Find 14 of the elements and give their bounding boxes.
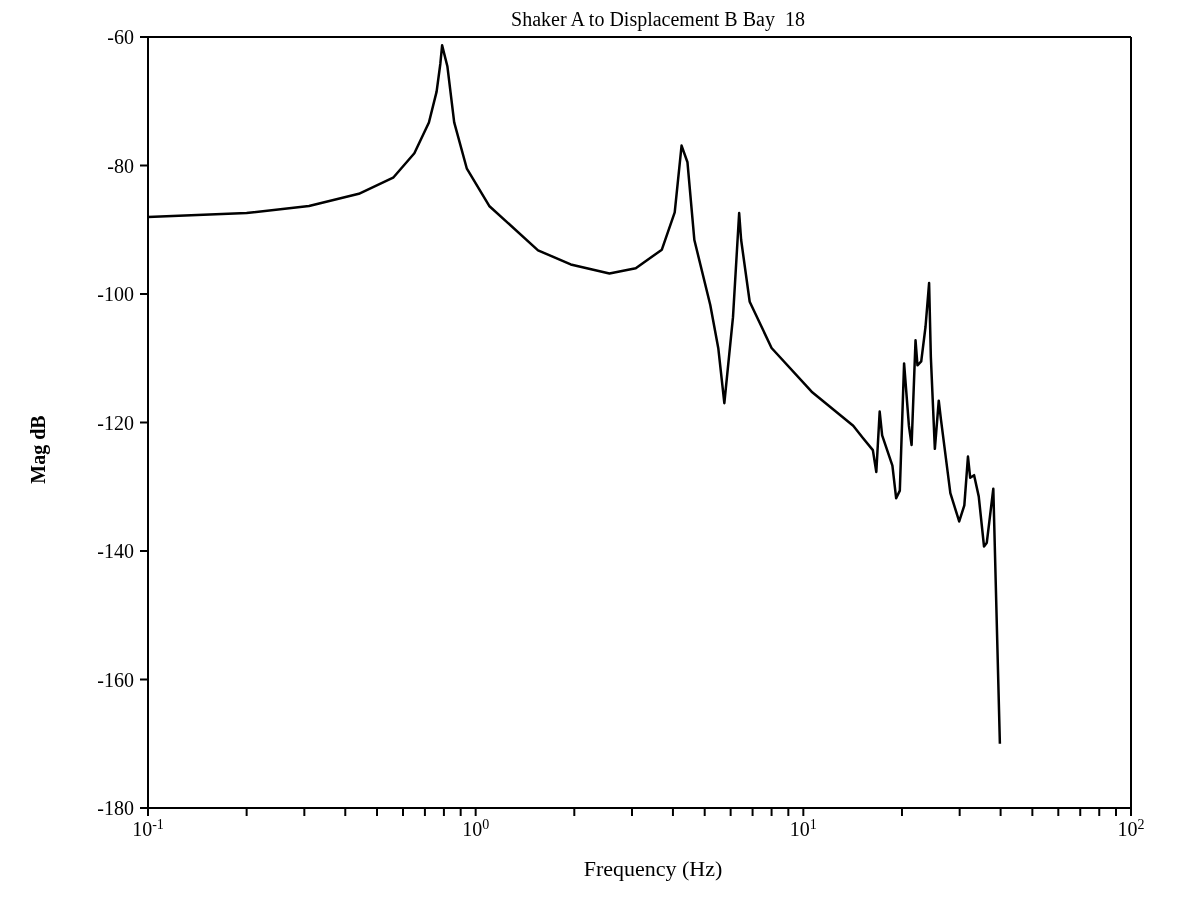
y-tick-label: -140 [97, 540, 134, 562]
y-tick-label: -180 [97, 797, 134, 819]
y-tick-label: -100 [97, 283, 134, 305]
x-tick-label: 10$^{2}$ [1117, 816, 1145, 840]
x-tick-label: 10$^{-1}$ [132, 816, 164, 840]
y-tick-label: -80 [107, 154, 134, 177]
x-axis-title: Frequency (Hz) [582, 856, 724, 882]
x-tick-label: 10$^{1}$ [789, 816, 817, 840]
x-tick-label: 10$^{0}$ [462, 816, 490, 840]
y-tick-label: -160 [97, 668, 134, 691]
y-tick-label: -60 [107, 26, 134, 48]
chart-title: Shaker A to Displacement B Bay 18 [511, 8, 805, 30]
y-tick-label: -120 [97, 411, 134, 434]
y-axis-title: Mag dB [26, 414, 50, 486]
